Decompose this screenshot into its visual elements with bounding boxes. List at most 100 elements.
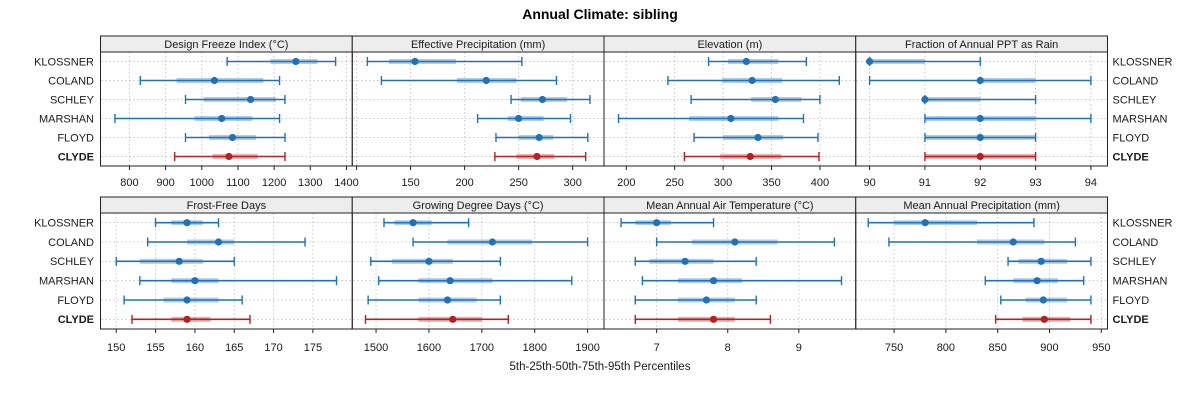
strip-title: Design Freeze Index (°C)	[164, 39, 288, 51]
row-label-right-marshan: MARSHAN	[1113, 276, 1168, 288]
median-dot	[771, 95, 779, 104]
percentile-row-clyde	[173, 152, 286, 161]
page-title: Annual Climate: sibling	[522, 6, 678, 22]
row-label-right-coland: COLAND	[1113, 237, 1159, 249]
tick-label: 900	[1040, 342, 1058, 354]
row-label-left-floyd: FLOYD	[57, 132, 94, 144]
tick-label: 150	[107, 342, 125, 354]
median-dot	[681, 257, 689, 265]
panel-border	[855, 212, 1108, 330]
tick-label: 250	[666, 177, 684, 189]
row-label-right-schley: SCHLEY	[1113, 94, 1158, 106]
panel-mean-annual-air-temperature-c: 7 8 9 Mean Annual Air Temperature (°C)	[603, 196, 857, 354]
x-axis: 150 155 160 165 170 175	[107, 329, 322, 354]
percentile-row-coland	[868, 76, 1092, 85]
median-dot	[214, 238, 223, 246]
tick-label: 300	[563, 177, 581, 189]
percentile-row-klossner	[707, 57, 808, 66]
tick-label: 1200	[262, 177, 286, 189]
row-label-right-clyde: CLYDE	[1113, 314, 1149, 326]
percentile-row-schley	[510, 95, 591, 104]
median-dot	[247, 95, 255, 104]
median-dot	[748, 76, 756, 85]
median-dot	[228, 133, 237, 142]
median-dot	[865, 57, 874, 66]
panel-grid-row-1: KLOSSNER KLOSSNER COLAND COLAND SCHLEY SCHLEY…	[34, 35, 1172, 189]
percentile-row-floyd	[184, 133, 286, 142]
percentile-row-floyd	[367, 295, 502, 305]
tick-label: 300	[714, 177, 732, 189]
percentile-row-floyd	[634, 295, 757, 305]
tick-label: 400	[811, 177, 829, 189]
percentile-row-schley	[921, 95, 1037, 104]
median-dot	[1039, 296, 1047, 304]
row-label-left-klossner: KLOSSNER	[34, 218, 94, 230]
percentile-row-marshan	[617, 114, 805, 123]
tick-label: 200	[617, 177, 635, 189]
gridlines	[856, 52, 1107, 166]
tick-label: 750	[885, 342, 903, 354]
tick-label: 200	[455, 177, 473, 189]
tick-label: 1300	[298, 177, 322, 189]
tick-label: 800	[937, 342, 955, 354]
percentile-row-clyde	[131, 314, 251, 324]
median-dot	[538, 95, 547, 104]
percentile-row-floyd	[924, 133, 1037, 142]
percentile-row-coland	[380, 76, 558, 85]
percentile-row-coland	[667, 76, 840, 85]
axis-caption: 5th-25th-50th-75th-95th Percentiles	[509, 361, 691, 373]
percentile-row-coland	[139, 76, 281, 85]
tick-label: 155	[146, 342, 164, 354]
median-dot	[731, 238, 739, 246]
percentile-row-schley	[1007, 256, 1092, 266]
median-dot	[482, 76, 490, 85]
tick-label: 93	[1029, 177, 1041, 189]
median-dot	[443, 296, 452, 304]
median-dot	[210, 76, 219, 85]
median-dot	[488, 238, 497, 246]
median-dot	[183, 315, 191, 323]
percentile-row-schley	[634, 256, 757, 266]
tick-label: 850	[989, 342, 1007, 354]
strip-title: Effective Precipitation (mm)	[411, 39, 545, 51]
percentile-row-clyde	[924, 152, 1037, 161]
percentile-row-floyd	[1000, 295, 1092, 305]
percentile-row-clyde	[994, 314, 1092, 324]
row-label-left-marshan: MARSHAN	[39, 113, 94, 125]
row-label-right-coland: COLAND	[1113, 75, 1159, 87]
percentile-row-coland	[147, 237, 306, 247]
row-label-left-marshan: MARSHAN	[39, 276, 94, 288]
x-axis: 200 250 300 350 400	[617, 166, 829, 189]
tick-label: 90	[863, 177, 875, 189]
panel-grid-row-2: KLOSSNER KLOSSNER COLAND COLAND SCHLEY SCHLEY…	[34, 196, 1172, 354]
median-dot	[742, 57, 750, 66]
median-dot	[1033, 277, 1041, 285]
tick-label: 8	[725, 342, 731, 354]
strip-title: Elevation (m)	[697, 39, 762, 51]
x-axis: 150 200 250 300	[356, 166, 582, 189]
median-dot	[409, 219, 417, 227]
panel-elevation-m: 200 250 300 350 400 Elevation (m)	[603, 35, 857, 189]
row-label-right-floyd: FLOYD	[1113, 132, 1150, 144]
gridlines	[856, 213, 1107, 329]
percentile-row-marshan	[377, 276, 573, 286]
percentile-row-clyde	[634, 314, 772, 324]
median-dot	[754, 133, 762, 142]
gridlines	[605, 52, 855, 166]
median-dot	[292, 57, 300, 66]
percentile-row-clyde	[683, 152, 820, 161]
row-label-left-klossner: KLOSSNER	[34, 56, 94, 68]
tick-label: 1800	[522, 342, 546, 354]
gridlines	[101, 52, 352, 166]
tick-label: 175	[304, 342, 322, 354]
median-dot	[976, 114, 984, 123]
median-dot	[175, 257, 183, 265]
panel-border	[351, 212, 605, 330]
median-dot	[446, 277, 454, 285]
tick-label: 1600	[417, 342, 441, 354]
tick-label: 950	[1092, 342, 1110, 354]
percentile-row-marshan	[641, 276, 843, 286]
panel-border	[603, 51, 857, 167]
median-dot	[921, 219, 929, 227]
